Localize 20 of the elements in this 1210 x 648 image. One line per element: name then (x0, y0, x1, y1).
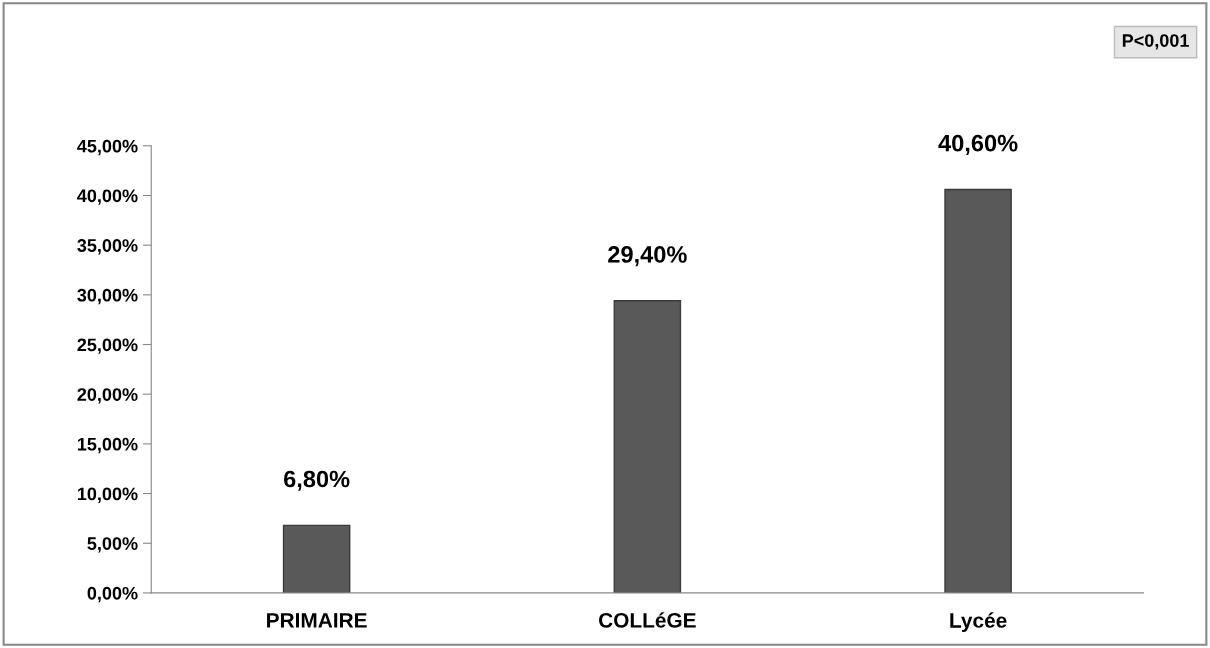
y-tick-label: 25,00% (77, 338, 138, 354)
y-tick-label: 5,00% (87, 537, 138, 553)
y-tick-label: 35,00% (77, 239, 138, 255)
bar (282, 524, 351, 593)
y-tick-label: 10,00% (77, 487, 138, 503)
y-tick-label: 45,00% (77, 139, 138, 156)
x-tick-label: COLLéGE (599, 612, 696, 628)
text: P<0,001 (1122, 34, 1189, 50)
bar (613, 300, 682, 593)
y-tick-label: 40,00% (77, 189, 138, 205)
y-tick-label: 20,00% (77, 388, 138, 404)
x-tick-label: Lycée (950, 612, 1007, 632)
data-label: 6,80% (284, 470, 350, 491)
x-tick-label: PRIMAIRE (267, 613, 367, 628)
data-label: 29,40% (608, 246, 687, 267)
y-tick-label: 15,00% (77, 437, 138, 454)
data-label: 40,60% (938, 134, 1018, 155)
y-tick-label: 30,00% (77, 288, 138, 305)
y-tick-label: 0,00% (87, 586, 138, 603)
bar (944, 188, 1012, 593)
